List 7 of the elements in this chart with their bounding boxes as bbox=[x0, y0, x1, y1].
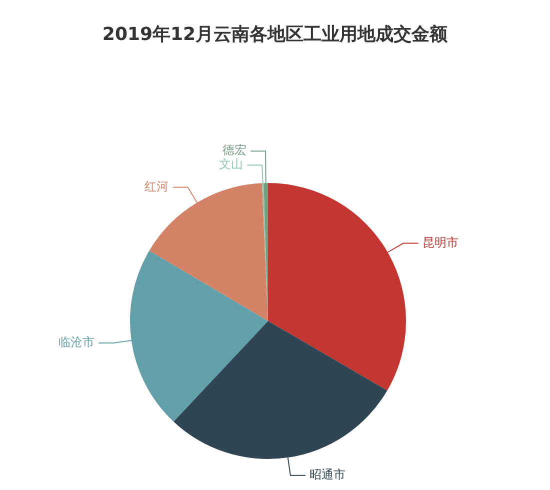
slice-label: 临沧市 bbox=[58, 335, 95, 350]
slice-label: 昆明市 bbox=[422, 235, 458, 250]
chart-title: 2019年12月云南各地区工业用地成交金额 bbox=[101, 23, 449, 46]
slice-label: 文山 bbox=[219, 157, 244, 172]
slice-label: 昭通市 bbox=[309, 468, 346, 482]
slice-label: 红河 bbox=[144, 179, 169, 194]
slice-label: 德宏 bbox=[222, 143, 247, 158]
